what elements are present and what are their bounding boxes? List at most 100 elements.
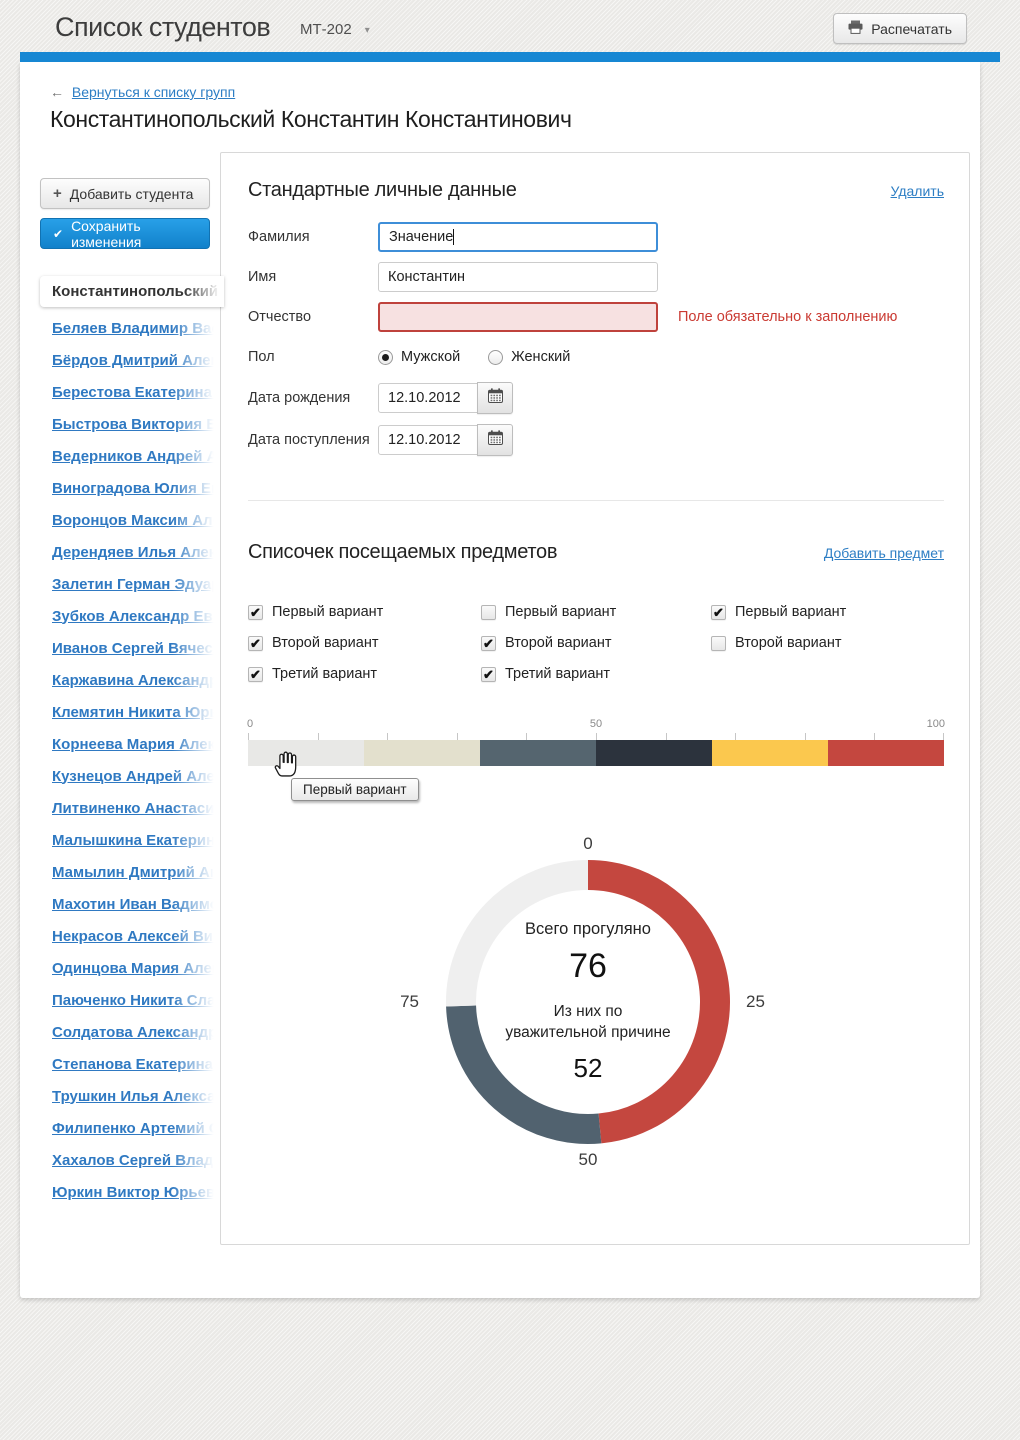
enrolldate-field[interactable]: 12.10.2012: [378, 425, 478, 455]
bar-segment[interactable]: [827, 740, 944, 766]
breadcrumb: ← Вернуться к списку групп: [50, 84, 235, 100]
sidebar-student-link[interactable]: Залетин Герман Эдуард: [52, 575, 224, 593]
checkbox-checked-icon[interactable]: ✔: [481, 666, 496, 682]
axis-tick: [874, 733, 876, 740]
sidebar-student-link[interactable]: Дерендяев Илья Алекса: [52, 543, 224, 561]
donut-segment-excused: [446, 1005, 602, 1144]
sidebar-student-link[interactable]: Ведерников Андрей Але: [52, 447, 224, 465]
subject-checkbox[interactable]: ✔ Второй вариант: [248, 635, 481, 651]
sidebar-student-link[interactable]: Быстрова Виктория Вла: [52, 415, 224, 433]
sidebar-student-link[interactable]: Каржавина Александра: [52, 671, 224, 689]
patronymic-field[interactable]: [378, 302, 658, 332]
student-list: Беляев Владимир Васил Бёрдов Дмитрий Алек…: [40, 312, 224, 1208]
text-caret: [453, 229, 455, 245]
donut-excused-label: Из них по уважительной причине: [505, 1002, 671, 1041]
subject-checkbox-label: Первый вариант: [272, 604, 384, 620]
enrolldate-calendar-button[interactable]: [477, 424, 513, 456]
checkbox-unchecked-icon[interactable]: [481, 604, 496, 620]
accent-divider-bar: [20, 52, 1000, 62]
subjects-section-header: Списочек посещаемых предметов Добавить п…: [248, 541, 944, 564]
sidebar-student-link[interactable]: Бёрдов Дмитрий Алекса: [52, 351, 224, 369]
bar-tooltip: Первый вариант: [291, 778, 419, 801]
subject-checkbox[interactable]: ✔ Третий вариант: [481, 666, 711, 682]
radio-unselected-icon[interactable]: [488, 349, 504, 365]
sidebar-student-link[interactable]: Мамылин Дмитрий Анд: [52, 863, 224, 881]
sidebar-student-link[interactable]: Литвиненко Анастасия: [52, 799, 224, 817]
checkbox-checked-icon[interactable]: ✔: [711, 604, 726, 620]
birthdate-field[interactable]: 12.10.2012: [378, 383, 478, 413]
sidebar-student-link[interactable]: Воронцов Максим Алек: [52, 511, 224, 529]
sidebar-student-link[interactable]: Кузнецов Андрей Алекс: [52, 767, 224, 785]
axis-tick-label: 50: [589, 718, 603, 730]
add-subject-link[interactable]: Добавить предмет: [823, 545, 944, 561]
sidebar-student-link[interactable]: Беляев Владимир Васил: [52, 319, 224, 337]
personal-section-header: Стандартные личные данные Удалить: [248, 179, 944, 202]
checkbox-unchecked-icon[interactable]: [711, 635, 726, 651]
delete-link[interactable]: Удалить: [890, 183, 944, 199]
axis-tick: [317, 733, 319, 740]
page-title: Константинопольский Константин Константи…: [50, 106, 572, 132]
bar-segment[interactable]: [596, 740, 713, 766]
sidebar-student-link[interactable]: Степанова Екатерина Н: [52, 1055, 224, 1073]
firstname-field[interactable]: Константин: [378, 262, 658, 292]
axis-tick: [596, 733, 597, 740]
subject-checkbox-label: Второй вариант: [735, 635, 842, 651]
sidebar-student-link[interactable]: Корнеева Мария Алексе: [52, 735, 224, 753]
active-student-label: Константинопольский К: [52, 283, 224, 300]
subject-checkbox[interactable]: ✔ Первый вариант: [248, 604, 481, 620]
gender-radio-female[interactable]: Женский: [488, 349, 570, 365]
checkbox-checked-icon[interactable]: ✔: [481, 635, 496, 651]
sidebar-student-link[interactable]: Махотин Иван Вадимов: [52, 895, 224, 913]
bar-segment[interactable]: [248, 740, 365, 766]
save-changes-button[interactable]: ✔ Сохранить изменения: [40, 218, 210, 250]
lastname-field[interactable]: Значение: [378, 222, 658, 252]
sidebar-student-link[interactable]: Малышкина Екатерина: [52, 831, 224, 849]
sidebar-student-link[interactable]: Некрасов Алексей Викт: [52, 927, 224, 945]
sidebar-student-link[interactable]: Одинцова Мария Алекс: [52, 959, 224, 977]
back-to-groups-link[interactable]: Вернуться к списку групп: [71, 84, 236, 100]
checkbox-checked-icon[interactable]: ✔: [248, 604, 263, 620]
bar-segment[interactable]: [712, 740, 828, 766]
subjects-bar-chart: 0 50 100 Первый вариант: [247, 718, 945, 801]
add-student-label: Добавить студента: [69, 185, 194, 202]
subject-checkbox[interactable]: ✔ Первый вариант: [711, 604, 944, 620]
donut-segment-remainder: [446, 860, 589, 1007]
bar-segment[interactable]: [480, 740, 596, 766]
axis-tick: [526, 733, 528, 740]
subjects-bar: [248, 740, 944, 766]
subject-checkbox[interactable]: ✔ Второй вариант: [481, 635, 711, 651]
sidebar-student-link[interactable]: Трушкин Илья Алексан: [52, 1087, 224, 1105]
personal-section-title: Стандартные личные данные: [248, 179, 517, 201]
sidebar-student-link[interactable]: Филипенко Артемий Се: [52, 1119, 224, 1137]
sidebar-student-link[interactable]: Паюченко Никита Слав: [52, 991, 224, 1009]
axis-tick: [387, 733, 389, 740]
sidebar-student-link[interactable]: Юркин Виктор Юрьевич: [52, 1183, 224, 1201]
sidebar-student-link[interactable]: Иванов Сергей Вячесла: [52, 639, 224, 657]
subject-checkbox[interactable]: Первый вариант: [481, 604, 711, 620]
checkbox-checked-icon[interactable]: ✔: [248, 635, 263, 651]
checkbox-column: Первый вариант ✔ Второй вариант ✔ Третий вар…: [481, 604, 711, 682]
sidebar-student-link[interactable]: Солдатова Александра: [52, 1023, 224, 1041]
add-student-button[interactable]: + Добавить студента: [40, 178, 210, 209]
check-icon: ✔: [53, 226, 64, 241]
print-button[interactable]: Распечатать: [833, 13, 967, 44]
sidebar-student-link[interactable]: Виноградова Юлия Евге: [52, 479, 224, 497]
gender-radio-male[interactable]: Мужской: [378, 349, 460, 365]
subjects-section-title: Списочек посещаемых предметов: [248, 541, 558, 563]
back-arrow-icon: ←: [50, 84, 64, 100]
sidebar-student-link[interactable]: Берестова Екатерина В: [52, 383, 224, 401]
radio-selected-icon[interactable]: [378, 349, 393, 365]
bar-segment[interactable]: [364, 740, 481, 766]
calendar-icon: [487, 430, 503, 450]
sidebar-student-link[interactable]: Клемятин Никита Юрье: [52, 703, 224, 721]
subject-checkbox[interactable]: Второй вариант: [711, 635, 944, 651]
checkbox-column: ✔ Первый вариант ✔ Второй вариант ✔ Третий ва…: [248, 604, 481, 682]
sidebar-item-active-student[interactable]: Константинопольский К: [40, 276, 224, 307]
group-select[interactable]: МТ-202 ▾: [300, 21, 370, 38]
sidebar-student-link[interactable]: Зубков Александр Евге: [52, 607, 224, 625]
sidebar-student-link[interactable]: Хахалов Сергей Влади: [52, 1151, 223, 1169]
subject-checkbox[interactable]: ✔ Третий вариант: [248, 666, 481, 682]
checkbox-checked-icon[interactable]: ✔: [248, 666, 263, 682]
birthdate-calendar-button[interactable]: [477, 382, 513, 414]
